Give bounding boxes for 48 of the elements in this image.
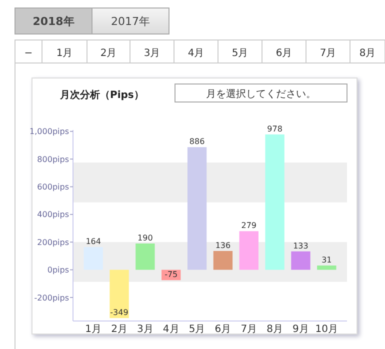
x-tick-label: 2月	[111, 324, 128, 335]
bar	[136, 243, 155, 270]
x-tick-label: 4月	[162, 324, 180, 335]
bar	[110, 270, 129, 318]
text: 2017年	[111, 15, 150, 28]
data-label: 978	[267, 124, 282, 134]
text: 7月	[320, 48, 336, 59]
text: 3月	[144, 48, 160, 59]
x-tick-label: 9月	[292, 324, 309, 335]
y-tick-label: 0pips	[47, 266, 69, 275]
text: 4月	[188, 48, 204, 59]
data-label: -75	[164, 270, 178, 280]
bar	[291, 251, 310, 270]
text: −	[24, 48, 33, 59]
data-label: 164	[86, 237, 101, 246]
text: 5月	[232, 48, 248, 59]
x-tick-label: 1月	[85, 324, 102, 335]
y-tick-label: 600pips	[37, 182, 69, 192]
chart-title: 月次分析（Pips）	[59, 89, 144, 101]
bar	[213, 250, 233, 270]
y-tick-label: 800pips	[37, 154, 69, 164]
bar	[265, 134, 284, 270]
text: 月を選択してください。	[206, 88, 316, 100]
y-tick-label: 1,000pips	[30, 127, 69, 136]
x-tick-label: 5月	[188, 324, 206, 335]
data-label: 886	[189, 137, 205, 146]
bar	[239, 231, 258, 270]
data-label: 133	[293, 241, 308, 250]
data-label: 279	[241, 221, 257, 230]
data-label: 31	[322, 256, 332, 264]
data-label: 190	[138, 233, 153, 242]
data-label: 136	[215, 240, 231, 250]
text: 2月	[100, 48, 117, 59]
x-tick-label: 3月	[137, 324, 154, 335]
text: 2018年	[32, 15, 74, 28]
bar	[317, 266, 336, 270]
x-tick-label: 7月	[240, 324, 258, 335]
y-tick-label: 200pips	[37, 238, 69, 247]
text: 6月	[276, 48, 292, 59]
text: 1月	[56, 48, 73, 59]
x-tick-label: 10月	[315, 324, 338, 335]
x-tick-label: 6月	[214, 324, 232, 335]
bar	[187, 147, 207, 270]
y-tick-label: -200pips	[34, 293, 69, 302]
y-tick-label: 400pips	[37, 210, 69, 220]
data-label: -349	[110, 308, 128, 318]
x-tick-label: 8月	[266, 324, 283, 335]
text: 8月	[359, 48, 376, 59]
